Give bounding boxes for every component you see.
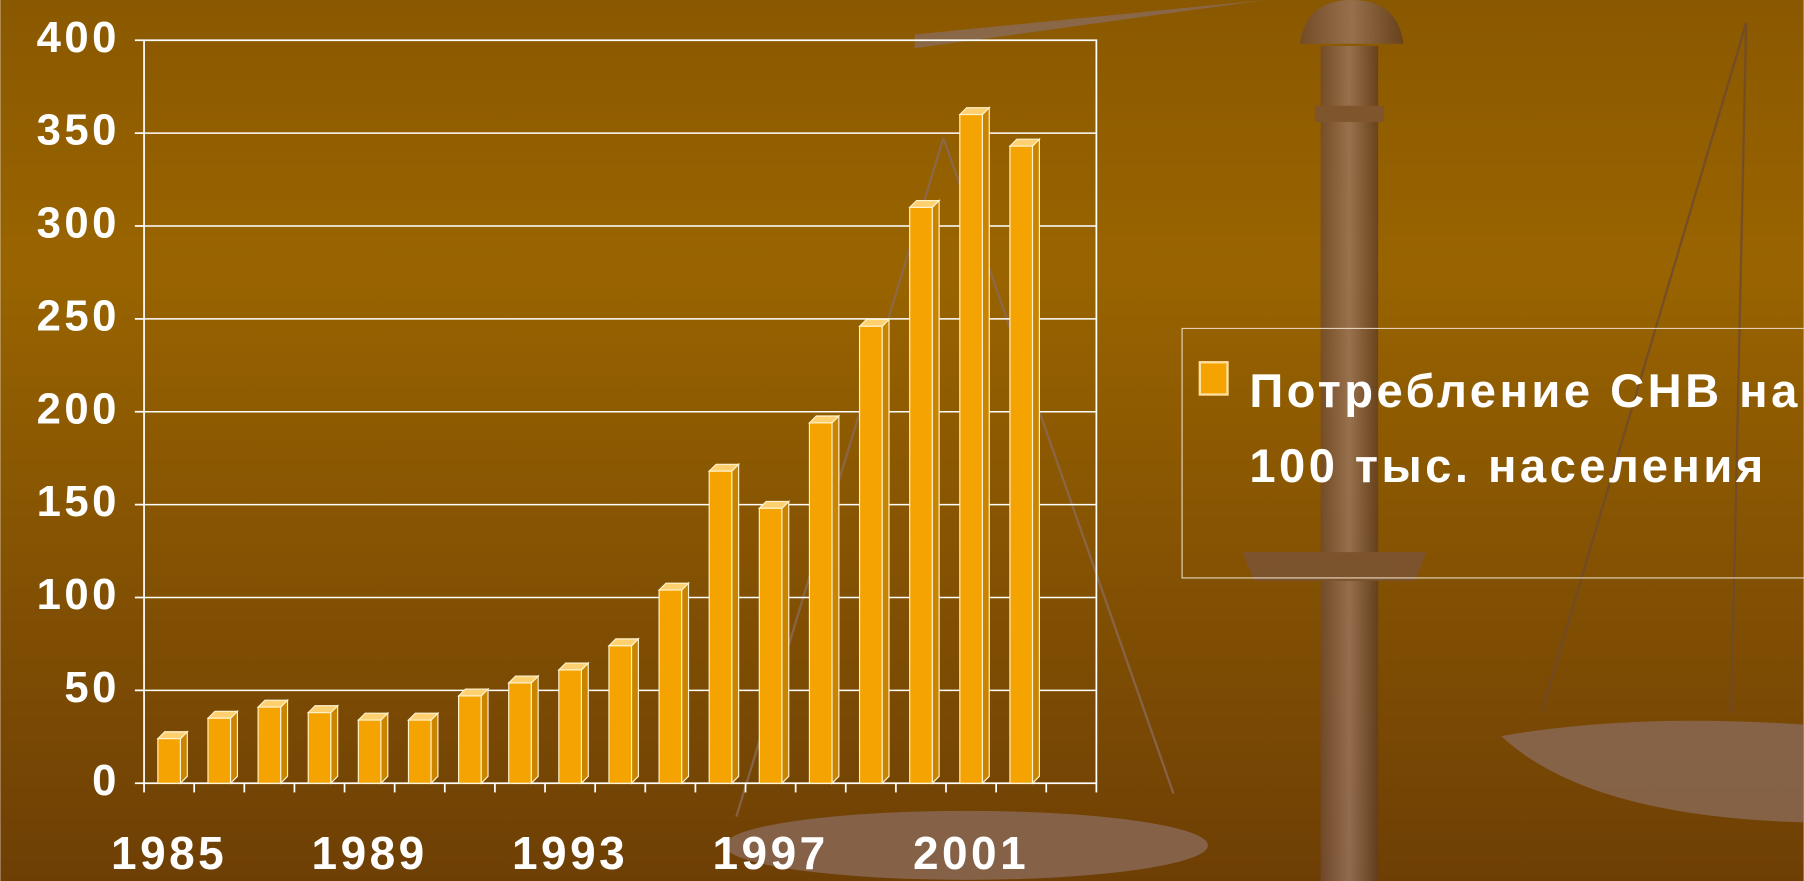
bar <box>157 738 181 784</box>
bar <box>708 470 733 784</box>
legend-label: Потребление СНВ на 100 тыс. населения <box>1249 364 1801 493</box>
bar <box>458 695 482 784</box>
y-tick-label: 100 <box>37 570 120 619</box>
y-tick-label: 200 <box>37 384 120 433</box>
bar-side <box>1031 137 1040 785</box>
bar <box>307 712 332 784</box>
bar-side <box>280 698 289 785</box>
bar-side <box>681 581 690 785</box>
bar <box>608 645 633 784</box>
bar <box>1009 145 1034 784</box>
bar <box>357 719 382 784</box>
bar <box>658 589 683 784</box>
bar-side <box>229 709 238 785</box>
legend-box: Потребление СНВ на 100 тыс. населения <box>1181 327 1804 579</box>
bar <box>407 719 432 784</box>
bar <box>207 717 232 784</box>
bar-side <box>530 674 539 785</box>
bar-side <box>731 462 740 785</box>
y-tick-label: 300 <box>37 199 120 248</box>
y-tick-label: 350 <box>37 106 120 155</box>
legend: Потребление СНВ на 100 тыс. населения <box>1181 327 1804 579</box>
bar-side <box>831 414 840 785</box>
bar-side <box>881 318 890 785</box>
bar <box>508 682 532 784</box>
bar-side <box>380 711 389 785</box>
x-tick-label: 1985 <box>111 827 227 879</box>
bar-side <box>580 661 589 785</box>
x-tick-label: 1993 <box>512 827 628 879</box>
bar-side <box>480 687 489 785</box>
x-tick-label: 2001 <box>913 827 1029 879</box>
y-tick-label: 0 <box>92 756 120 805</box>
y-tick-label: 400 <box>37 13 120 62</box>
x-tick-label: 1989 <box>312 827 428 879</box>
y-tick-label: 250 <box>37 291 120 340</box>
bar <box>758 507 783 784</box>
bar <box>808 422 833 784</box>
legend-swatch <box>1198 361 1229 396</box>
bar-side <box>931 199 940 785</box>
bar <box>909 206 933 784</box>
y-tick-label: 50 <box>64 663 120 712</box>
bar <box>858 325 883 784</box>
bar-side <box>179 730 188 785</box>
x-tick-label: 1997 <box>713 827 829 879</box>
bar-side <box>330 704 339 785</box>
bar-side <box>430 711 439 785</box>
bar <box>257 706 282 784</box>
y-tick-label: 150 <box>37 477 120 526</box>
bar-side <box>981 106 990 785</box>
bar-side <box>630 637 639 785</box>
bar <box>959 113 983 784</box>
bar-side <box>781 500 790 785</box>
bar <box>558 669 582 784</box>
